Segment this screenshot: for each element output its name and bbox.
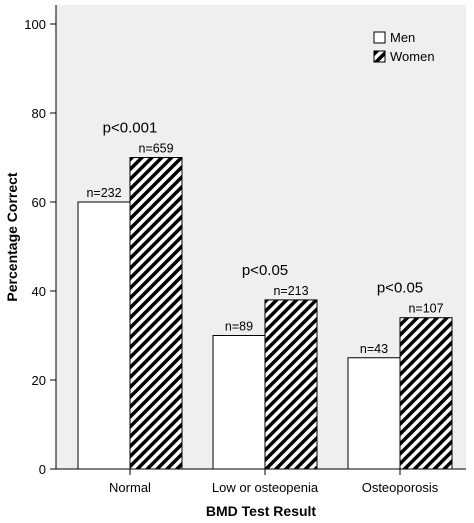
- x-axis: Normal Low or osteopenia Osteoporosis: [56, 468, 466, 495]
- x-tick-label: Osteoporosis: [362, 480, 439, 495]
- bars: [77, 157, 453, 470]
- legend-swatch-women: [373, 50, 386, 63]
- bar-men: [77, 201, 131, 470]
- y-tick-label: 100: [24, 17, 46, 32]
- n-label: n=89: [225, 320, 253, 334]
- legend-label: Women: [390, 49, 435, 64]
- p-value-label: p<0.05: [242, 262, 288, 279]
- n-label: n=213: [273, 284, 308, 298]
- legend-label: Men: [390, 30, 415, 45]
- n-label: n=43: [360, 342, 388, 356]
- n-label: n=232: [86, 186, 121, 200]
- n-label: n=107: [408, 302, 443, 316]
- p-value-label: p<0.001: [103, 120, 158, 137]
- legend-swatch-men: [373, 31, 386, 44]
- bar-women: [129, 157, 183, 470]
- y-tick-label: 60: [32, 195, 46, 210]
- legend: Men Women: [373, 30, 435, 64]
- x-tick-label: Low or osteopenia: [212, 480, 319, 495]
- y-axis-title: Percentage Correct: [4, 172, 20, 302]
- y-tick-label: 0: [39, 462, 46, 477]
- y-tick-label: 80: [32, 106, 46, 121]
- bar-women: [399, 317, 453, 470]
- bar-annotations: n=232 n=659 p<0.001 n=89 n=213 p<0.05 n=43 n=10…: [86, 120, 443, 356]
- x-tick-label: Normal: [109, 480, 151, 495]
- p-value-label: p<0.05: [377, 280, 423, 297]
- y-tick-label: 40: [32, 284, 46, 299]
- y-tick-label: 20: [32, 373, 46, 388]
- x-axis-title: BMD Test Result: [206, 503, 317, 519]
- n-label: n=659: [138, 142, 173, 156]
- bar-men: [212, 335, 266, 470]
- bar-men: [347, 357, 401, 470]
- bar-women: [264, 299, 318, 470]
- y-axis: 0 20 40 60 80 100: [24, 5, 57, 477]
